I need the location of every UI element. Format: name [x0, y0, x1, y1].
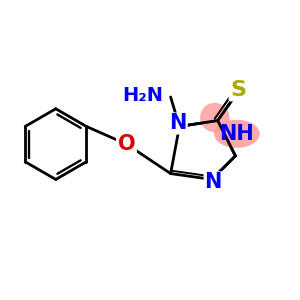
Text: H₂N: H₂N: [122, 86, 163, 105]
Text: N: N: [169, 113, 187, 134]
Text: S: S: [230, 80, 246, 100]
Ellipse shape: [200, 103, 230, 132]
Text: N: N: [205, 172, 222, 192]
Text: O: O: [118, 134, 135, 154]
Text: NH: NH: [220, 124, 254, 144]
Ellipse shape: [214, 120, 260, 148]
